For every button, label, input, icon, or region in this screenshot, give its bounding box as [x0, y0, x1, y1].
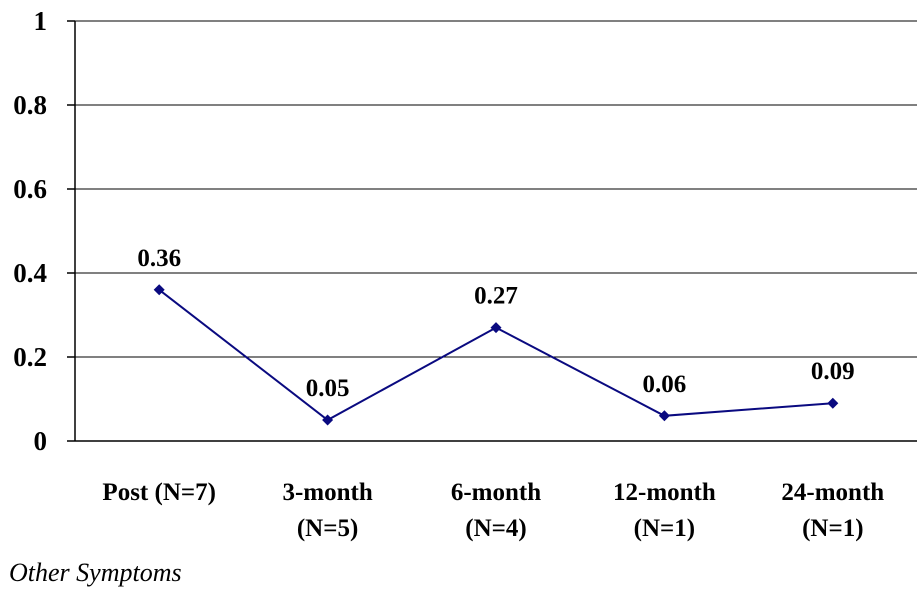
data-labels: 0.36 0.05 0.27 0.06 0.09 — [137, 245, 854, 402]
x-tick-label: 3-month (N=5) — [282, 479, 372, 542]
x-tick-label: Post (N=7) — [102, 479, 216, 506]
series-line — [153, 284, 839, 426]
y-tick-label: 0.2 — [13, 342, 47, 372]
y-tick-label: 0 — [34, 426, 48, 456]
y-tick-label: 0.8 — [13, 90, 47, 120]
y-tick-labels: 0 0.2 0.4 0.6 0.8 1 — [13, 6, 47, 456]
y-tick-label: 0.6 — [13, 174, 47, 204]
grid-lines — [75, 20, 917, 358]
data-label: 0.05 — [306, 375, 350, 402]
data-point-marker — [827, 397, 839, 409]
y-tick-label: 1 — [34, 6, 48, 36]
y-tick-label: 0.4 — [13, 258, 47, 288]
x-tick-label: 24-month (N=1) — [781, 479, 884, 542]
x-tick-label: 12-month (N=1) — [613, 479, 716, 542]
data-point-marker — [322, 414, 334, 426]
chart-caption: Other Symptoms — [9, 558, 182, 587]
axes — [67, 20, 917, 442]
data-point-marker — [490, 322, 502, 334]
data-label: 0.09 — [811, 358, 855, 385]
x-tick-label: 6-month (N=4) — [451, 479, 541, 542]
x-tick-labels: Post (N=7) 3-month (N=5) 6-month (N=4) 12-mon… — [102, 479, 884, 542]
data-label: 0.36 — [137, 245, 181, 272]
data-label: 0.27 — [474, 283, 518, 310]
data-point-marker — [658, 410, 670, 422]
data-label: 0.06 — [643, 371, 687, 398]
data-point-marker — [153, 284, 165, 296]
